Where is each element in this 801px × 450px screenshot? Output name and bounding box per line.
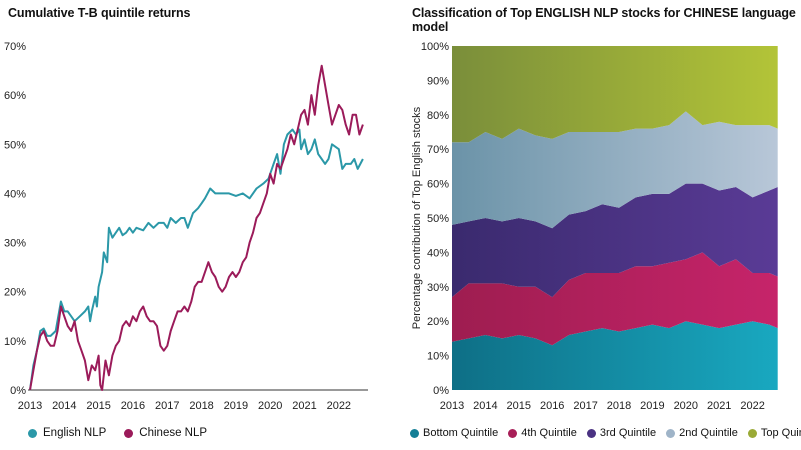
left-x-tick-2013: 2013 <box>18 400 42 412</box>
left-y-tick-0: 0% <box>10 385 26 397</box>
right-y-tick-90: 90% <box>427 75 449 87</box>
right-y-tick-40: 40% <box>427 247 449 259</box>
legend-item-3rd-quintile: 3rd Quintile <box>586 427 657 439</box>
legend-label-2nd-quintile: 2nd Quintile <box>679 427 738 439</box>
right-x-tick-2015: 2015 <box>507 400 531 412</box>
area-2nd-quintile <box>452 111 778 229</box>
legend-item-2nd-quintile: 2nd Quintile <box>666 427 738 439</box>
left-y-tick-50: 50% <box>4 139 26 151</box>
left-x-tick-2015: 2015 <box>86 400 110 412</box>
legend-swatch-english-nlp <box>28 428 37 438</box>
right-y-tick-50: 50% <box>427 213 449 225</box>
left-chart-title: Cumulative T-B quintile returns <box>8 6 191 20</box>
right-y-tick-80: 80% <box>427 110 449 122</box>
legend-swatch-top-quintile <box>747 428 757 438</box>
left-x-tick-2021: 2021 <box>292 400 316 412</box>
area-4th-quintile <box>452 252 778 346</box>
series-line-chinese-nlp <box>29 64 364 391</box>
right-x-tick-2021: 2021 <box>707 400 731 412</box>
legend-item-top-quintile: Top Quintile <box>747 427 801 439</box>
right-x-tick-2016: 2016 <box>540 400 564 412</box>
legend-swatch-2nd-quintile <box>666 428 676 438</box>
right-x-tick-2014: 2014 <box>473 400 497 412</box>
right-y-tick-30: 30% <box>427 282 449 294</box>
left-y-tick-30: 30% <box>4 238 26 250</box>
left-x-tick-2017: 2017 <box>155 400 179 412</box>
left-line-chart: 0% 10% 20% 30% 40% 50% 60% 70% 2013 2014 2015 2016 2… <box>4 41 368 412</box>
right-x-tick-2018: 2018 <box>607 400 631 412</box>
right-x-tick-2019: 2019 <box>640 400 664 412</box>
left-x-tick-2019: 2019 <box>224 400 248 412</box>
legend-swatch-4th-quintile <box>508 428 518 438</box>
right-y-tick-0: 0% <box>433 385 449 397</box>
left-x-tick-2020: 2020 <box>258 400 282 412</box>
left-y-tick-40: 40% <box>4 188 26 200</box>
right-area-chart: 0% 10% 20% 30% 40% 50% 60% 70% 80% 90% 100% 2013 201… <box>411 41 778 412</box>
right-x-tick-2020: 2020 <box>674 400 698 412</box>
right-y-tick-70: 70% <box>427 144 449 156</box>
left-y-tick-20: 20% <box>4 287 26 299</box>
legend-item-4th-quintile: 4th Quintile <box>508 427 577 439</box>
left-y-tick-60: 60% <box>4 90 26 102</box>
right-y-tick-60: 60% <box>427 179 449 191</box>
area-3rd-quintile <box>452 183 778 298</box>
legend-label-chinese-nlp: Chinese NLP <box>139 427 208 439</box>
right-y-tick-100: 100% <box>421 41 449 53</box>
right-y-tick-10: 10% <box>427 351 449 363</box>
legend-item-english-nlp: English NLP <box>28 427 106 439</box>
area-top-quintile <box>452 46 778 143</box>
legend-label-3rd-quintile: 3rd Quintile <box>599 427 657 439</box>
right-x-tick-2017: 2017 <box>573 400 597 412</box>
legend-item-chinese-nlp: Chinese NLP <box>124 427 207 439</box>
legend-label-top-quintile: Top Quintile <box>760 427 801 439</box>
legend-swatch-bottom-quintile <box>410 428 419 438</box>
legend-label-bottom-quintile: Bottom Quintile <box>423 427 499 439</box>
right-x-tick-2022: 2022 <box>740 400 764 412</box>
left-x-tick-2014: 2014 <box>52 400 76 412</box>
right-x-tick-2013: 2013 <box>440 400 464 412</box>
series-line-english-nlp <box>29 128 364 391</box>
legend-item-bottom-quintile: Bottom Quintile <box>410 427 498 439</box>
left-y-tick-10: 10% <box>4 336 26 348</box>
right-chart-legend: Bottom Quintile 4th Quintile 3rd Quintil… <box>410 427 801 439</box>
left-x-tick-2022: 2022 <box>327 400 351 412</box>
legend-swatch-chinese-nlp <box>124 428 134 438</box>
left-chart-legend: English NLP Chinese NLP <box>28 427 207 439</box>
right-y-axis-label: Percentage contribution of Top English s… <box>411 106 423 329</box>
left-x-tick-2016: 2016 <box>121 400 145 412</box>
left-y-tick-70: 70% <box>4 41 26 53</box>
area-bottom-quintile <box>452 321 778 390</box>
right-chart-title: Classification of Top ENGLISH NLP stocks… <box>412 6 796 34</box>
right-y-tick-20: 20% <box>427 316 449 328</box>
left-x-tick-2018: 2018 <box>189 400 213 412</box>
legend-label-english-nlp: English NLP <box>43 427 107 439</box>
legend-label-4th-quintile: 4th Quintile <box>521 427 577 439</box>
legend-swatch-3rd-quintile <box>586 428 596 438</box>
